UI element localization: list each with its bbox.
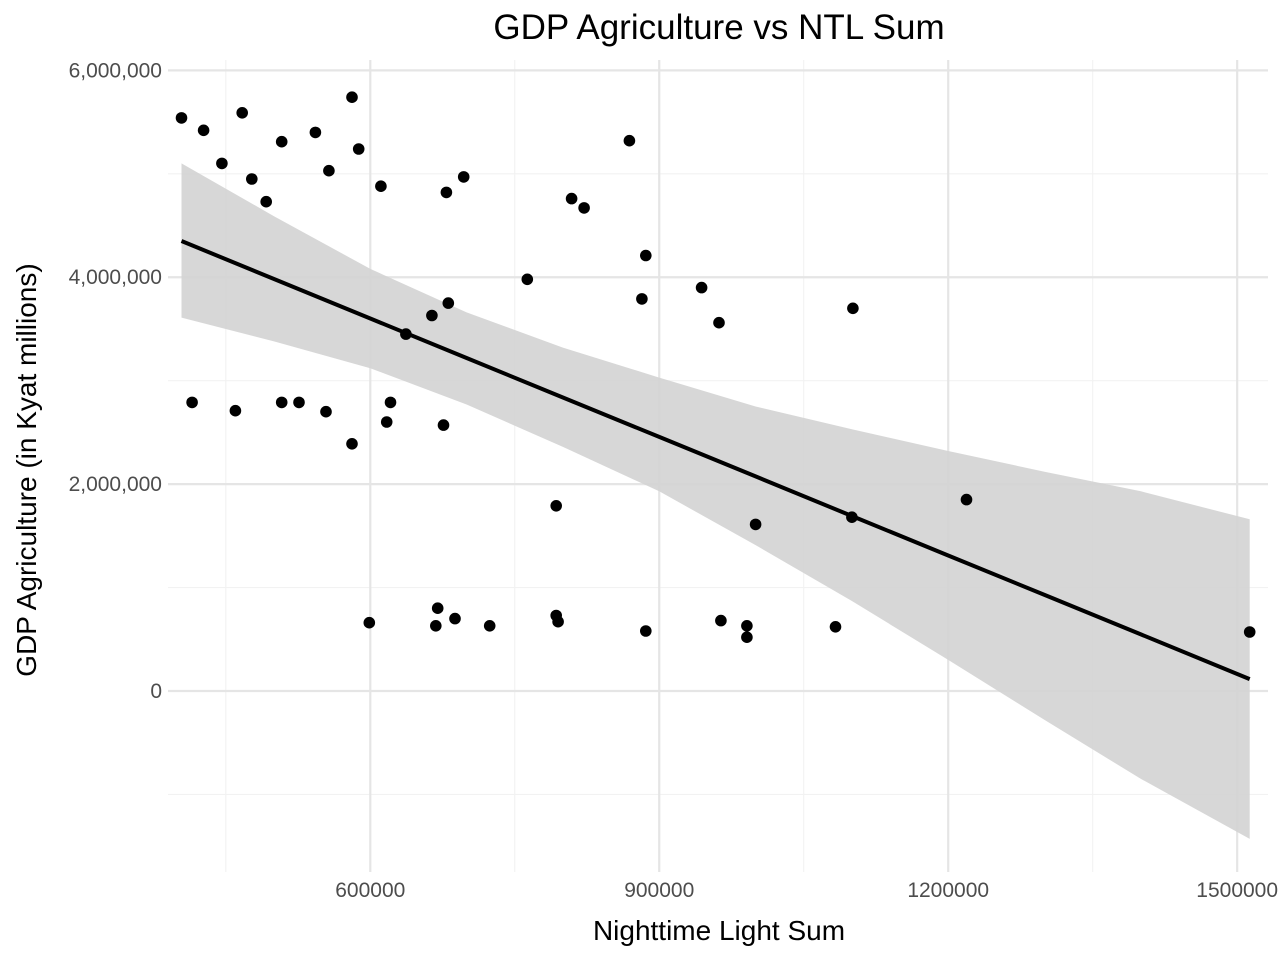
data-point — [246, 173, 258, 185]
x-tick-label: 1200000 — [907, 879, 989, 902]
data-point — [449, 612, 461, 625]
data-point — [636, 293, 648, 305]
data-point — [352, 143, 365, 155]
x-axis-tick-labels: 600000 900000 1200000 1500000 — [335, 879, 1278, 902]
data-point — [309, 126, 322, 139]
x-tick-label: 600000 — [335, 879, 405, 902]
y-axis-tick-labels: 0 2,000,000 4,000,000 6,000,000 — [69, 59, 162, 703]
data-points — [175, 91, 1256, 643]
x-tick-label: 900000 — [624, 879, 694, 902]
data-point — [236, 107, 248, 119]
confidence-band — [181, 163, 1250, 839]
data-point — [384, 396, 397, 409]
y-tick-label: 2,000,000 — [69, 473, 162, 496]
data-point — [749, 518, 762, 531]
data-point — [713, 316, 725, 329]
data-point — [829, 621, 842, 633]
data-point — [960, 493, 973, 506]
data-point — [346, 91, 358, 103]
data-point — [1243, 626, 1256, 638]
data-point — [323, 164, 335, 177]
data-point — [847, 302, 859, 315]
data-point — [695, 281, 708, 294]
data-point — [550, 500, 562, 512]
data-point — [293, 396, 305, 409]
data-point — [320, 405, 332, 418]
y-tick-label: 6,000,000 — [69, 59, 162, 82]
chart-title: GDP Agriculture vs NTL Sum — [493, 8, 944, 47]
data-point — [431, 602, 444, 614]
data-point — [440, 186, 453, 199]
data-point — [578, 202, 590, 214]
data-point — [375, 180, 387, 192]
data-point — [380, 416, 393, 428]
data-point — [457, 171, 470, 183]
data-point — [640, 249, 652, 262]
data-point — [175, 112, 188, 124]
data-point — [197, 124, 210, 137]
data-point — [521, 273, 534, 286]
data-point — [741, 620, 753, 632]
data-point — [640, 625, 652, 637]
data-point — [442, 297, 455, 309]
y-tick-label: 4,000,000 — [69, 266, 162, 289]
y-tick-label: 0 — [150, 680, 162, 703]
x-axis-title: Nighttime Light Sum — [593, 915, 845, 946]
data-point — [363, 616, 376, 629]
data-point — [430, 620, 442, 632]
data-point — [565, 192, 578, 205]
data-point — [346, 438, 358, 450]
data-point — [623, 134, 636, 147]
x-tick-label: 1500000 — [1196, 879, 1278, 902]
data-point — [216, 157, 228, 170]
data-point — [275, 135, 288, 148]
data-point — [741, 631, 753, 643]
data-point — [846, 511, 858, 523]
regression-line — [180, 239, 1251, 681]
data-point — [552, 615, 564, 628]
data-point — [260, 195, 273, 208]
data-point — [426, 309, 438, 322]
data-point — [400, 328, 412, 340]
data-point — [186, 396, 198, 409]
data-point — [715, 614, 727, 627]
minor-gridlines — [168, 60, 1268, 872]
y-axis-title: GDP Agriculture (in Kyat millions) — [11, 263, 42, 676]
data-point — [483, 620, 496, 632]
data-point — [437, 419, 450, 431]
data-point — [275, 396, 288, 409]
data-point — [229, 404, 242, 417]
